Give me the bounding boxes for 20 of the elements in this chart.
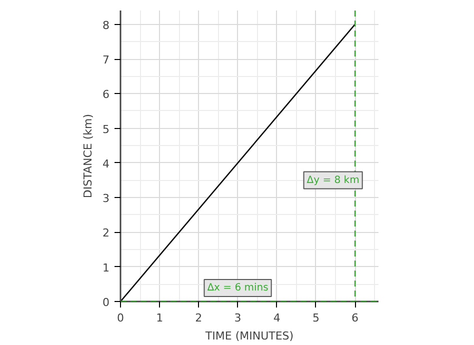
y-tick-label: 8 (102, 18, 110, 32)
x-tick-label: 5 (312, 312, 320, 324)
y-tick-label: 0 (102, 296, 110, 309)
x-tick-label: 6 (352, 312, 359, 324)
annotation: Δx = 6 mins (207, 282, 268, 294)
y-tick-label: 7 (102, 54, 110, 66)
y-tick-label: 3 (102, 192, 110, 206)
annotation: Δy = 8 km (306, 174, 360, 186)
y-axis-title: DISTANCE (km) (82, 114, 94, 198)
y-tick-label: 5 (102, 122, 110, 136)
x-tick-label: 2 (195, 312, 202, 324)
x-tick-label: 0 (117, 312, 124, 324)
y-tick-label: 2 (102, 226, 110, 240)
x-axis-title: TIME (MINUTES) (204, 330, 294, 342)
y-tick-label: 4 (102, 157, 110, 170)
x-tick-label: 4 (273, 312, 280, 324)
x-tick-label: 1 (156, 312, 164, 324)
y-tick-label: 1 (102, 261, 110, 274)
y-tick-label: 6 (102, 88, 110, 102)
x-tick-label: 3 (234, 312, 242, 324)
